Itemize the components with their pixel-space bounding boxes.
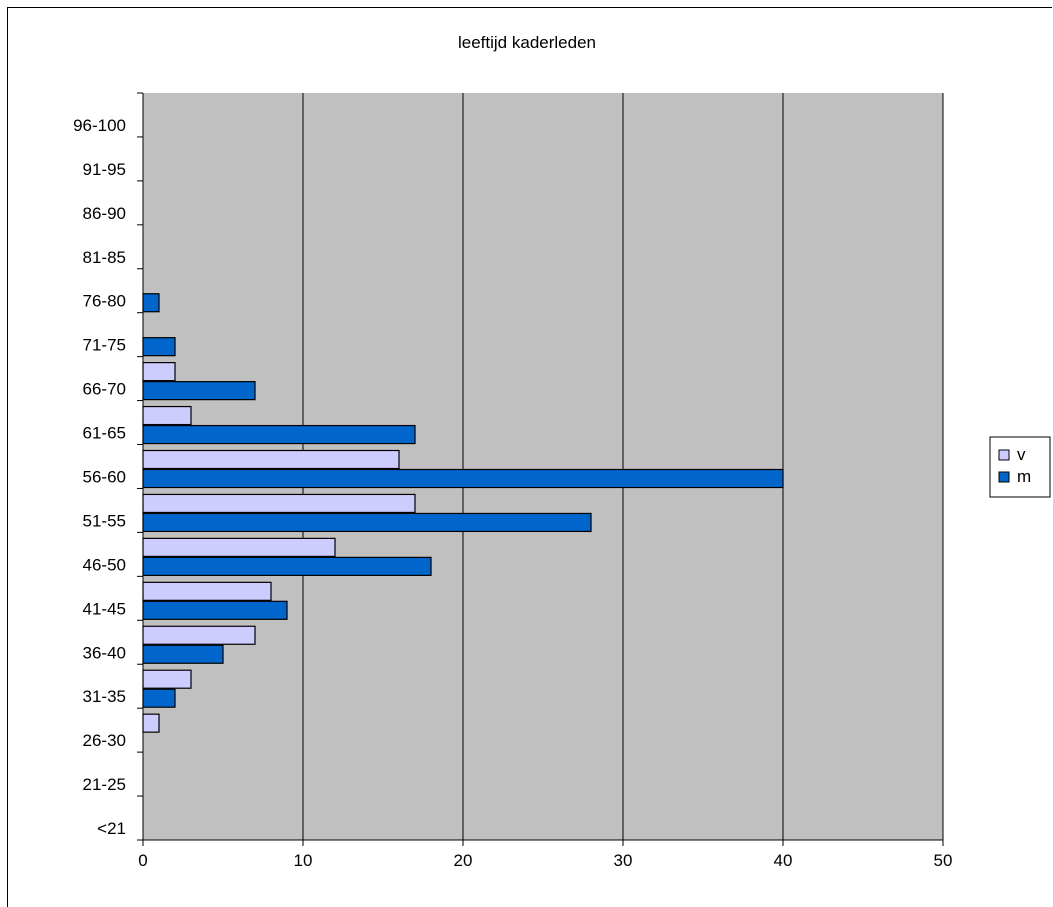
x-tick-labels: 0 10 20 30 40 50	[138, 851, 952, 870]
bar-m-56-60	[142, 468, 784, 489]
y-tick-label: 56-60	[83, 468, 126, 487]
x-tick-label: 40	[774, 851, 793, 870]
bar-v-31-35	[142, 669, 192, 689]
bar-m-76-80	[142, 293, 160, 313]
y-tick-label: 96-100	[73, 116, 126, 135]
y-tick-label: 46-50	[83, 555, 126, 574]
x-tick-label: 30	[614, 851, 633, 870]
bar-m-66-70	[142, 381, 256, 401]
legend-swatch-m	[998, 471, 1010, 483]
bar-m-36-40	[142, 644, 224, 664]
y-tick-label: <21	[97, 819, 126, 838]
x-tick-label: 0	[138, 851, 147, 870]
axes	[137, 92, 943, 841]
bar-v-56-60	[142, 449, 400, 470]
y-tick-labels: <21 21-25 26-30 31-35 36-40 41-45 46-50 51-55 56…	[73, 116, 126, 838]
legend-label-m: m	[1017, 467, 1031, 486]
bar-v-46-50	[142, 537, 336, 557]
bar-m-51-55	[142, 512, 592, 533]
bar-m-41-45	[142, 600, 288, 620]
bar-v-51-55	[142, 493, 416, 514]
y-tick-label: 91-95	[83, 160, 126, 179]
y-tick-label: 76-80	[83, 292, 126, 311]
bars	[142, 293, 784, 733]
y-tick-label: 36-40	[83, 643, 126, 662]
y-tick-label: 51-55	[83, 511, 126, 530]
y-tick-label: 26-30	[83, 731, 126, 750]
x-tick-label: 10	[294, 851, 313, 870]
bar-m-71-75	[142, 337, 176, 357]
y-tick-label: 41-45	[83, 599, 126, 618]
y-tick-label: 81-85	[83, 248, 126, 267]
legend-swatch-v	[998, 449, 1010, 461]
bar-v-66-70	[142, 362, 176, 382]
x-tick-label: 20	[454, 851, 473, 870]
bar-m-31-35	[142, 688, 176, 708]
bar-m-46-50	[142, 556, 432, 576]
legend: vm	[989, 436, 1051, 498]
bar-v-36-40	[142, 625, 256, 645]
y-tick-label: 31-35	[83, 687, 126, 706]
y-tick-label: 71-75	[83, 336, 126, 355]
y-tick-label: 66-70	[83, 380, 126, 399]
gridlines	[142, 93, 944, 846]
y-tick-label: 86-90	[83, 204, 126, 223]
bar-m-61-65	[142, 424, 416, 445]
bar-v-26-30	[142, 713, 160, 733]
legend-label-v: v	[1017, 445, 1026, 464]
bar-v-41-45	[142, 581, 272, 601]
legend-box	[989, 436, 1051, 498]
chart-title: leeftijd kaderleden	[458, 33, 596, 52]
x-tick-label: 50	[934, 851, 953, 870]
bar-v-61-65	[142, 405, 192, 426]
y-tick-label: 21-25	[83, 775, 126, 794]
y-tick-label: 61-65	[83, 424, 126, 443]
